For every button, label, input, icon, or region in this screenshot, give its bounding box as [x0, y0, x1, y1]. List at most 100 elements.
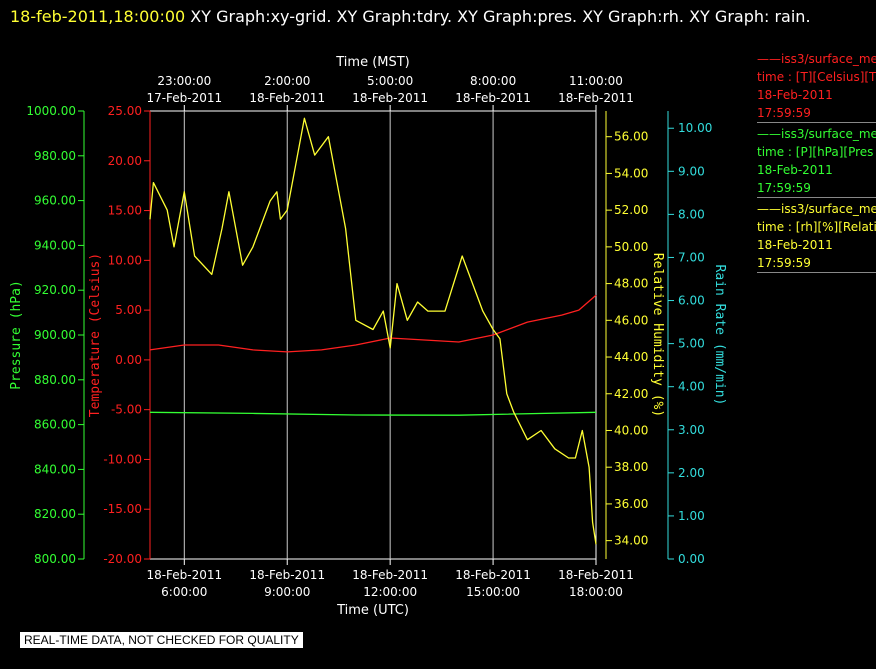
rain-tick-label: 9.00	[678, 164, 705, 178]
pressure-tick-label: 800.00	[34, 552, 76, 566]
bottom-tick-time: 9:00:00	[264, 585, 310, 599]
bottom-tick-date: 18-Feb-2011	[249, 568, 325, 582]
series-legend: ——iss3/surface_met time : [T][Celsius][T 1…	[757, 50, 876, 275]
temperature-tick-label: 10.00	[108, 253, 142, 267]
temperature-tick-label: 0.00	[115, 353, 142, 367]
series-line-temperature	[149, 294, 597, 353]
legend-time: 17:59:59	[757, 104, 876, 122]
bottom-tick-time: 18:00:00	[569, 585, 623, 599]
rain-tick-label: 4.00	[678, 380, 705, 394]
rain-tick-label: 3.00	[678, 423, 705, 437]
pressure-tick-label: 900.00	[34, 328, 76, 342]
temperature-tick-label: 25.00	[108, 104, 142, 118]
rain-tick-label: 10.00	[678, 121, 712, 135]
rain-tick-label: 2.00	[678, 466, 705, 480]
temperature-tick-label: 15.00	[108, 204, 142, 218]
pressure-tick-label: 940.00	[34, 238, 76, 252]
humidity-tick-label: 54.00	[614, 166, 648, 180]
humidity-tick-label: 38.00	[614, 460, 648, 474]
top-tick-date: 18-Feb-2011	[249, 91, 325, 105]
pressure-tick-label: 820.00	[34, 507, 76, 521]
rain-tick-label: 8.00	[678, 207, 705, 221]
top-tick-time: 23:00:00	[157, 74, 211, 88]
humidity-tick-label: 52.00	[614, 203, 648, 217]
humidity-tick-label: 40.00	[614, 423, 648, 437]
legend-date: 18-Feb-2011	[757, 236, 876, 254]
bottom-tick-date: 18-Feb-2011	[352, 568, 428, 582]
header-timestamp: 18-feb-2011,18:00:00	[10, 7, 186, 26]
top-tick-time: 11:00:00	[569, 74, 623, 88]
legend-time: 17:59:59	[757, 179, 876, 197]
bottom-tick-time: 12:00:00	[363, 585, 417, 599]
legend-units: time : [P][hPa][Pres	[757, 143, 876, 161]
legend-time-text: 17:59:59	[757, 106, 811, 120]
pressure-tick-label: 980.00	[34, 149, 76, 163]
humidity-tick-label: 46.00	[614, 313, 648, 327]
bottom-tick-date: 18-Feb-2011	[558, 568, 634, 582]
bottom-tick-time: 15:00:00	[466, 585, 520, 599]
pressure-tick-label: 840.00	[34, 462, 76, 476]
pressure-axis-title: Pressure (hPa)	[9, 280, 24, 390]
humidity-tick-label: 44.00	[614, 350, 648, 364]
pressure-tick-label: 1000.00	[26, 104, 76, 118]
rain-axis-title: Rain Rate (mm/min)	[712, 265, 727, 406]
humidity-tick-label: 42.00	[614, 387, 648, 401]
legend-series-text: iss3/surface_me	[781, 127, 876, 141]
rain-tick-label: 5.00	[678, 337, 705, 351]
temperature-tick-label: -20.00	[103, 552, 142, 566]
temperature-tick-label: -5.00	[111, 403, 142, 417]
bottom-tick-time: 6:00:00	[161, 585, 207, 599]
rain-tick-label: 0.00	[678, 552, 705, 566]
legend-units: time : [T][Celsius][T	[757, 68, 876, 86]
series-line-relative-humidity	[149, 117, 597, 545]
legend-date-text: 18-Feb-2011	[757, 88, 833, 102]
legend-units-text: time : [P][hPa][Pres	[757, 145, 874, 159]
legend-series-text: iss3/surface_met	[781, 52, 876, 66]
bottom-axis-title: Time (UTC)	[336, 603, 409, 618]
rain-tick-label: 6.00	[678, 294, 705, 308]
legend-swatch: ——	[757, 52, 781, 66]
header-graph-list: XY Graph:xy-grid. XY Graph:tdry. XY Grap…	[185, 7, 811, 26]
temperature-tick-label: -15.00	[103, 502, 142, 516]
humidity-axis-title: Relative Humidity (%)	[650, 253, 665, 417]
legend-date: 18-Feb-2011	[757, 161, 876, 179]
legend-date-text: 18-Feb-2011	[757, 238, 833, 252]
humidity-tick-label: 50.00	[614, 240, 648, 254]
top-tick-date: 17-Feb-2011	[146, 91, 222, 105]
graph-header: 18-feb-2011,18:00:00 XY Graph:xy-grid. X…	[10, 2, 860, 32]
bottom-tick-date: 18-Feb-2011	[455, 568, 531, 582]
pressure-tick-label: 880.00	[34, 373, 76, 387]
humidity-tick-label: 36.00	[614, 497, 648, 511]
top-tick-date: 18-Feb-2011	[455, 91, 531, 105]
temperature-tick-label: -10.00	[103, 452, 142, 466]
quality-disclaimer: REAL-TIME DATA, NOT CHECKED FOR QUALITY	[20, 632, 303, 648]
pressure-tick-label: 860.00	[34, 418, 76, 432]
legend-time-text: 17:59:59	[757, 181, 811, 195]
top-tick-time: 5:00:00	[367, 74, 413, 88]
pressure-tick-label: 920.00	[34, 283, 76, 297]
top-tick-date: 18-Feb-2011	[558, 91, 634, 105]
legend-series: ——iss3/surface_me	[757, 200, 876, 218]
legend-time-text: 17:59:59	[757, 256, 811, 270]
legend-units-text: time : [T][Celsius][T	[757, 70, 876, 84]
legend-swatch: ——	[757, 127, 781, 141]
legend-series: ——iss3/surface_met	[757, 50, 876, 68]
humidity-tick-label: 48.00	[614, 277, 648, 291]
legend-date-text: 18-Feb-2011	[757, 163, 833, 177]
legend-date: 18-Feb-2011	[757, 86, 876, 104]
top-tick-date: 18-Feb-2011	[352, 91, 428, 105]
legend-units: time : [rh][%][Relati	[757, 218, 876, 236]
legend-units-text: time : [rh][%][Relati	[757, 220, 876, 234]
temperature-axis-title: Temperature (Celsius)	[88, 253, 103, 417]
top-tick-time: 8:00:00	[470, 74, 516, 88]
top-tick-time: 2:00:00	[264, 74, 310, 88]
series-line-pressure	[149, 411, 597, 416]
legend-swatch: ——	[757, 202, 781, 216]
rain-tick-label: 7.00	[678, 250, 705, 264]
pressure-tick-label: 960.00	[34, 194, 76, 208]
temperature-tick-label: 20.00	[108, 154, 142, 168]
temperature-tick-label: 5.00	[115, 303, 142, 317]
